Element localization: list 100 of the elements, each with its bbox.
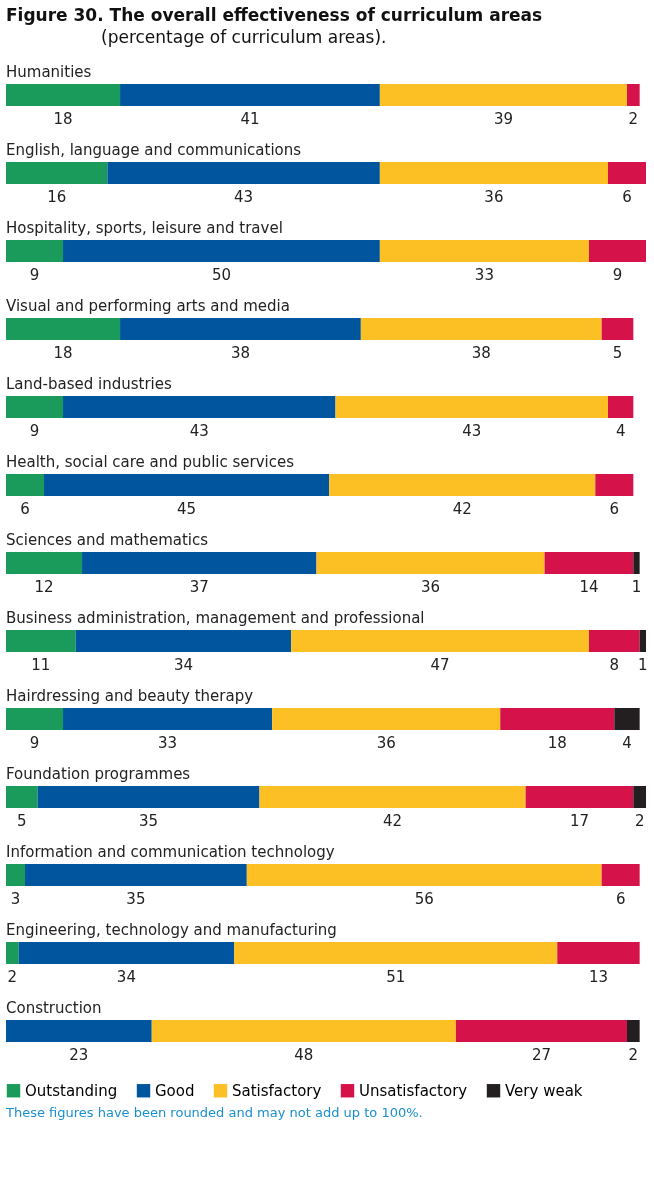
data-label: 1 (638, 656, 648, 674)
data-label: 38 (230, 344, 250, 362)
bar (6, 864, 26, 886)
bar (246, 864, 602, 886)
data-label: 34 (116, 968, 136, 986)
bar (44, 474, 330, 496)
bar (37, 786, 260, 808)
data-label: 11 (31, 656, 51, 674)
bar (500, 708, 615, 730)
bar (360, 318, 602, 340)
data-label: 43 (234, 188, 254, 206)
bar (82, 552, 317, 574)
bar (379, 240, 589, 262)
y-tick-label: Engineering, technology and manufacturing (6, 921, 337, 939)
data-label: 9 (612, 266, 623, 284)
data-label: 12 (34, 578, 54, 596)
data-label: 27 (531, 1046, 551, 1064)
data-label: 42 (382, 812, 403, 830)
chart-title: Figure 30. The overall effectiveness of curriculum areas (6, 5, 543, 25)
data-label: 2 (634, 812, 645, 830)
y-tick-label: Information and communication technology (6, 843, 335, 861)
bar (151, 1020, 456, 1042)
data-label: 37 (189, 578, 209, 596)
bar (120, 318, 361, 340)
data-label: 51 (386, 968, 406, 986)
data-label: 56 (414, 890, 434, 908)
y-tick-label: Construction (6, 999, 102, 1017)
bar (588, 240, 646, 262)
data-label: 23 (69, 1046, 89, 1064)
data-label: 2 (7, 968, 18, 986)
data-label: 48 (294, 1046, 314, 1064)
y-tick-label: Foundation programmes (6, 765, 191, 783)
y-tick-label: English, language and communications (6, 141, 302, 159)
data-label: 3 (10, 890, 21, 908)
y-tick-label: Hospitality, sports, leisure and travel (6, 219, 283, 237)
legend-label: Good (155, 1081, 195, 1100)
data-label: 35 (126, 890, 146, 908)
bar (63, 396, 336, 418)
bar (6, 474, 45, 496)
bar (6, 162, 108, 184)
y-tick-label: Land-based industries (6, 375, 172, 393)
data-label: 8 (609, 656, 620, 674)
data-label: 13 (588, 968, 609, 986)
bar (601, 318, 634, 340)
data-label: 41 (240, 110, 260, 128)
bar (18, 942, 235, 964)
data-label: 36 (421, 578, 441, 596)
bar (588, 630, 640, 652)
bar (595, 474, 634, 496)
data-label: 17 (569, 812, 590, 830)
bar (633, 552, 640, 574)
bar (626, 84, 640, 106)
data-label: 39 (493, 110, 513, 128)
data-label: 18 (53, 344, 73, 362)
bar (120, 84, 380, 106)
bar (614, 708, 640, 730)
bar (601, 864, 640, 886)
bar (335, 396, 608, 418)
y-tick-label: Health, social care and public services (6, 453, 295, 471)
bar (6, 318, 121, 340)
bar (63, 240, 380, 262)
data-label: 9 (29, 266, 40, 284)
data-label: 35 (139, 812, 159, 830)
y-tick-label: Hairdressing and beauty therapy (6, 687, 254, 705)
bar (6, 786, 38, 808)
bar (25, 864, 247, 886)
bar (626, 1020, 640, 1042)
bar (6, 84, 121, 106)
bar (259, 786, 526, 808)
y-tick-label: Business administration, management and professional (6, 609, 425, 627)
legend-label: Very weak (505, 1081, 583, 1100)
bar (525, 786, 634, 808)
data-label: 42 (452, 500, 472, 518)
data-label: 16 (47, 188, 67, 206)
data-label: 5 (17, 812, 27, 830)
data-label: 4 (622, 734, 632, 752)
data-label: 14 (579, 578, 599, 596)
y-tick-label: Sciences and mathematics (6, 531, 209, 549)
data-label: 1 (631, 578, 642, 596)
y-tick-label: Visual and performing arts and media (6, 297, 290, 315)
data-label: 33 (158, 734, 178, 752)
bar (75, 630, 292, 652)
bar (234, 942, 558, 964)
data-label: 9 (29, 734, 40, 752)
y-tick-label: Humanities (6, 63, 92, 81)
data-label: 9 (29, 422, 40, 440)
data-label: 6 (609, 500, 620, 518)
bar (379, 162, 608, 184)
bar (6, 1020, 152, 1042)
bar (544, 552, 634, 574)
bar (107, 162, 380, 184)
legend-label: Satisfactory (232, 1081, 322, 1100)
bar (639, 630, 646, 652)
bar (6, 630, 76, 652)
bar (291, 630, 589, 652)
chart-subtitle: (percentage of curriculum areas). (101, 27, 387, 47)
bar (607, 396, 634, 418)
data-label: 2 (628, 110, 639, 128)
data-label: 43 (189, 422, 209, 440)
data-label: 36 (484, 188, 504, 206)
